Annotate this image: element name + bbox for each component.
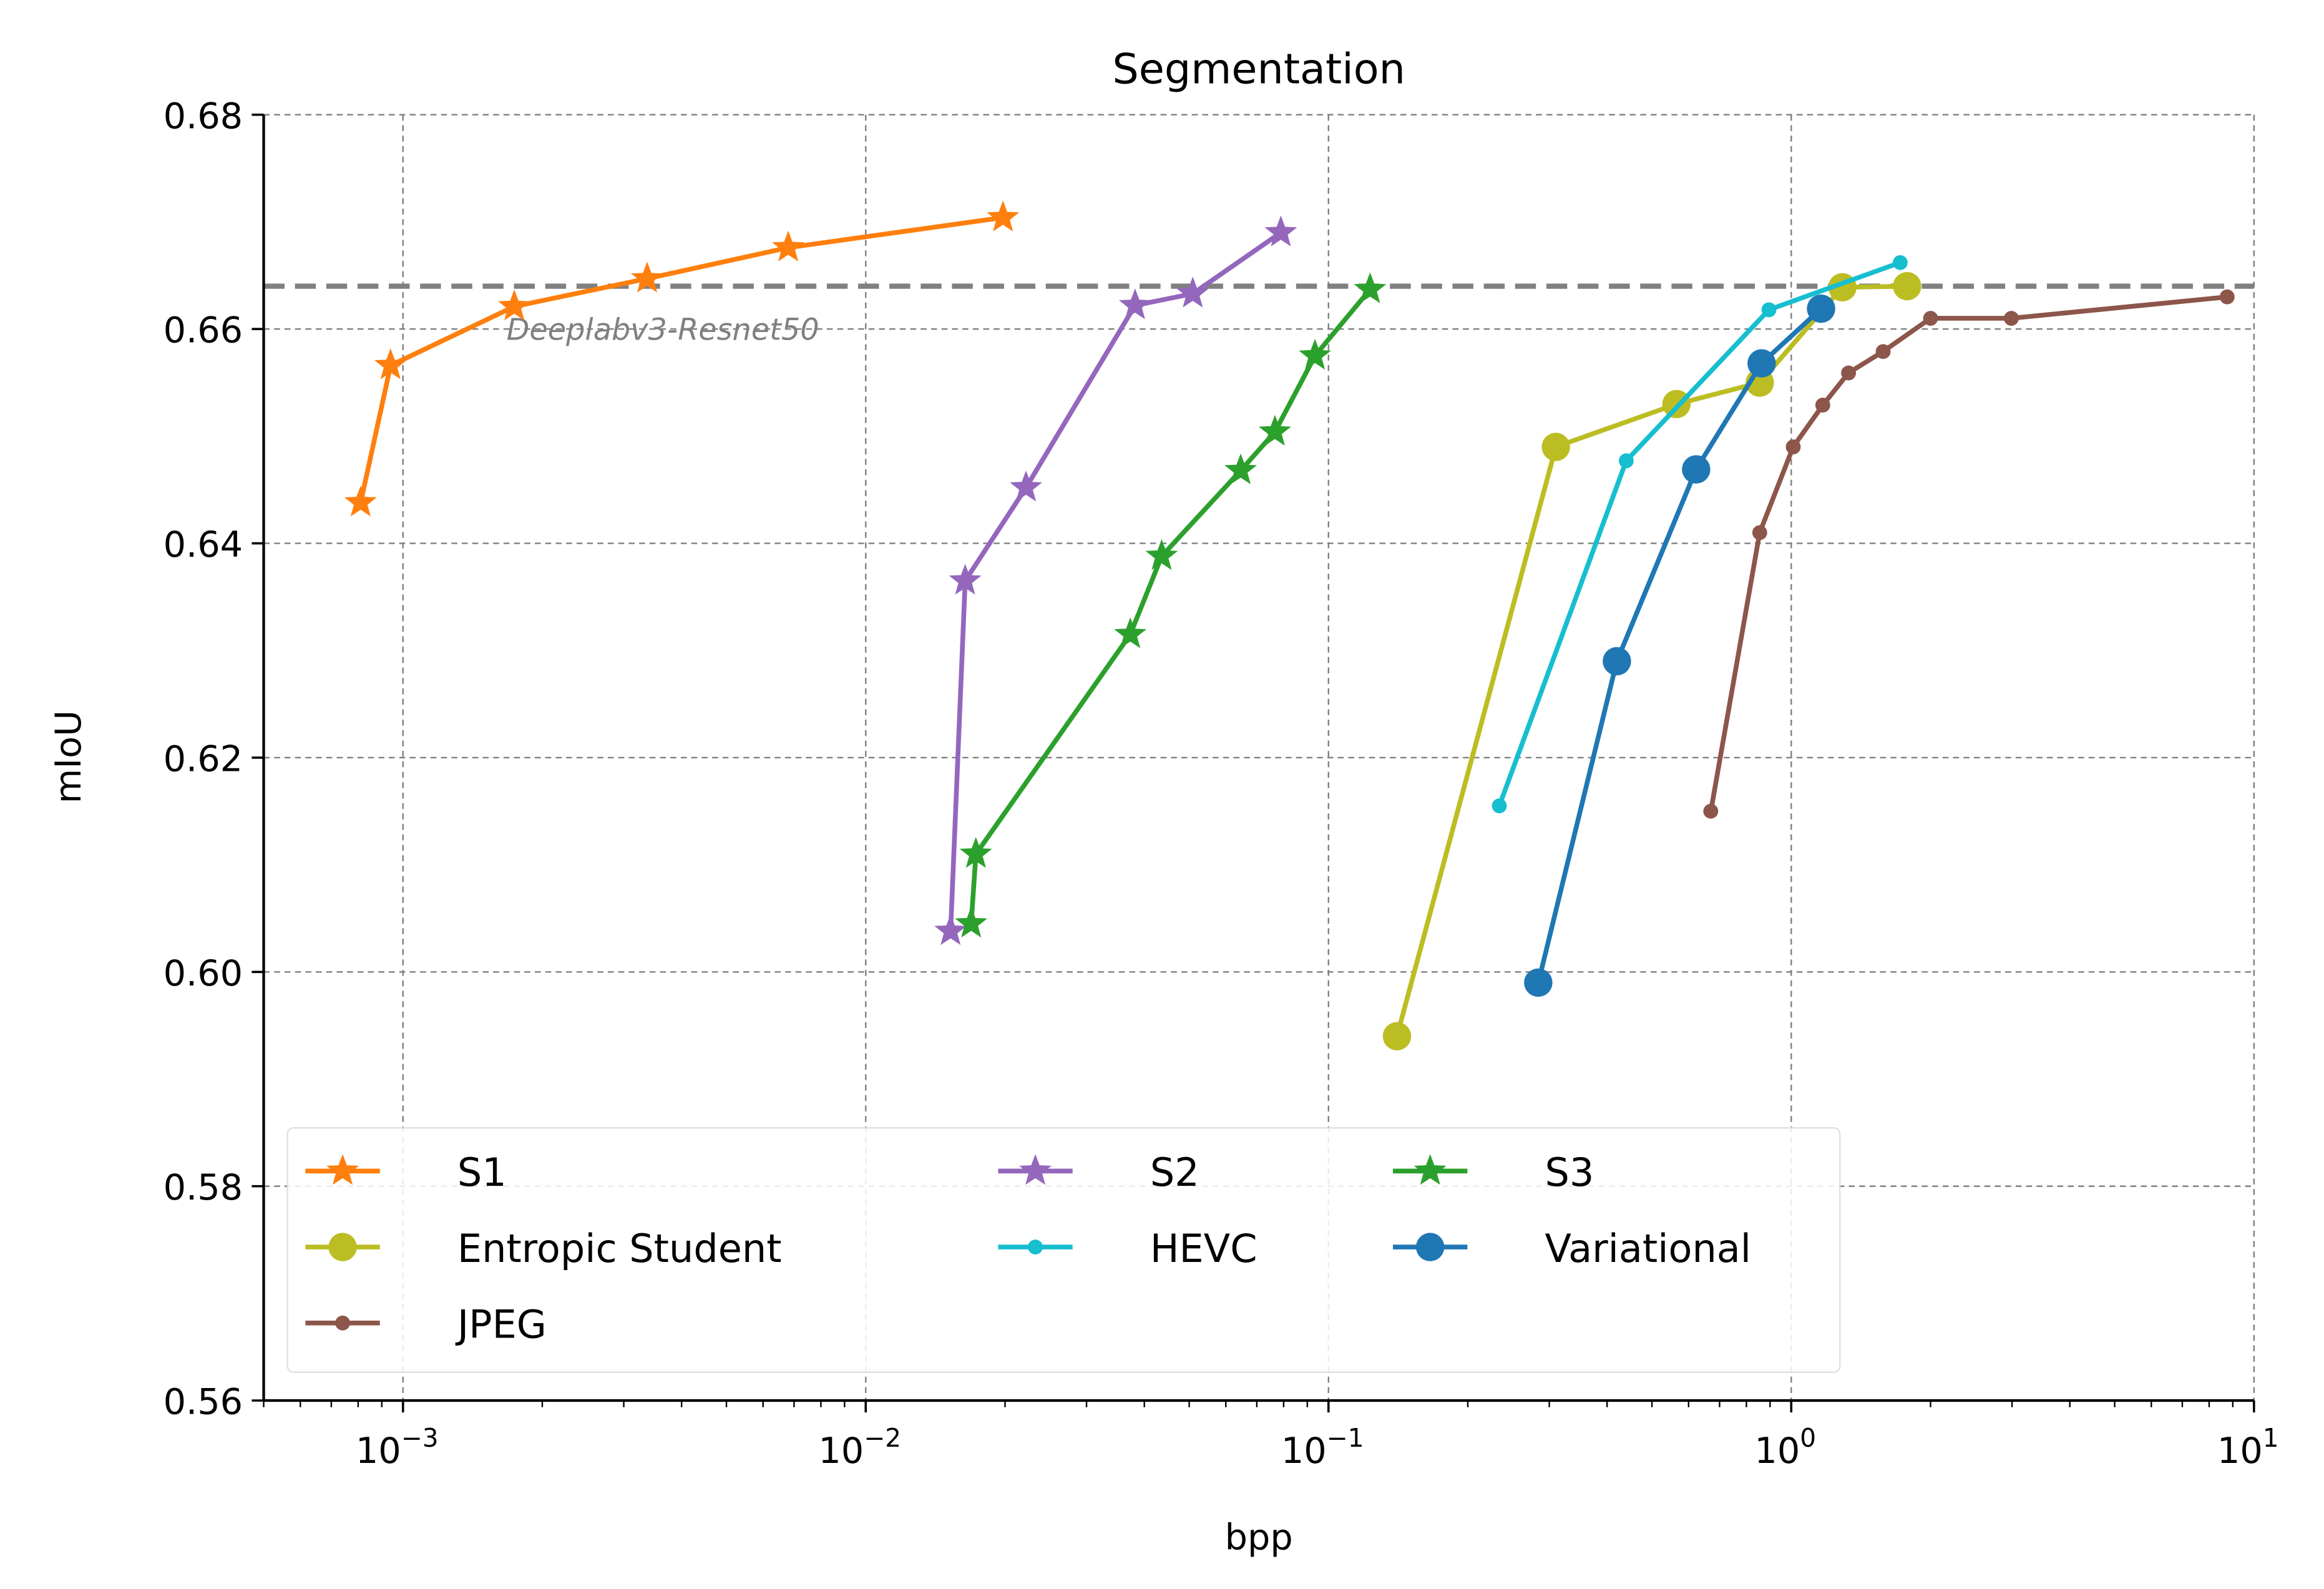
dot-marker [1703,803,1719,819]
star-marker [326,1154,359,1185]
legend-label: S1 [457,1150,507,1195]
dot-marker [1923,311,1938,326]
circle-marker [1747,349,1776,378]
star-marker [1258,414,1291,446]
star-marker [631,262,663,293]
star-marker [987,200,1020,232]
star-marker [1176,276,1209,308]
legend-label: S2 [1150,1150,1199,1195]
series-jpeg [1703,289,2235,819]
dot-marker [1492,798,1507,814]
circle-marker [1382,1022,1412,1050]
legend-entry: JPEG [305,1302,547,1347]
x-tick-label: 10−3 [356,1423,439,1472]
chart-title: Segmentation [1112,45,1405,94]
star-marker [772,230,805,262]
legend: S1 S2 S3 Entropic Student HEVC Variational JPE… [286,1127,1841,1373]
star-marker [344,486,377,517]
series-variational [1524,294,1835,997]
legend-entry: Variational [1393,1226,1751,1271]
series-line [969,288,1372,924]
legend-entry: HEVC [998,1226,1257,1271]
star-marker [498,289,531,321]
star-marker [955,906,988,938]
star-marker [1264,215,1297,247]
x-tick-label: 10−1 [1281,1423,1364,1472]
star-marker [1413,1154,1447,1185]
series-s3 [955,272,1387,938]
dot-marker [335,1315,350,1331]
dot-marker [1785,439,1801,454]
y-tick-label: 0.56 [164,1381,243,1422]
star-marker [1019,1154,1052,1185]
circle-marker [1416,1233,1445,1261]
axes: 10−3 10−2 10−1 100 101 0.56 0.58 0.60 0.62 0.64 0.… [164,95,2279,1472]
dot-marker [1875,344,1891,359]
star-marker [1224,453,1257,484]
y-tick-label: 0.60 [164,952,243,994]
legend-entry: S2 [998,1150,1199,1195]
series-s2 [934,215,1297,946]
series-line [1496,260,1902,807]
legend-label: HEVC [1150,1226,1257,1271]
legend-box [286,1127,1841,1373]
series-s1 [344,200,1020,517]
legend-label: Entropic Student [457,1226,782,1271]
y-tick-label: 0.64 [164,524,243,565]
y-axis-label: mIoU [47,710,89,804]
dot-marker [2004,311,2019,326]
series-hevc [1492,255,1908,814]
dot-marker [1752,525,1767,540]
star-marker [959,837,992,868]
baseline: Deeplabv3-Resnet50 [263,283,2254,347]
y-tick-label: 0.68 [164,95,243,137]
star-marker [949,564,982,595]
circle-marker [1807,294,1835,323]
star-marker [374,348,407,379]
dot-marker [1028,1239,1043,1255]
x-tick-label: 101 [2217,1423,2279,1472]
series-layer [344,200,2235,1050]
x-tick-label: 10−2 [818,1423,901,1472]
dot-marker [1841,365,1857,381]
dot-marker [1761,302,1777,318]
dot-marker [1893,255,1908,270]
y-tick-label: 0.66 [164,310,243,351]
circle-marker [1524,968,1553,997]
y-tick-label: 0.58 [164,1166,243,1208]
dot-marker [2219,289,2235,305]
star-marker [1118,288,1151,320]
x-tick-label: 100 [1754,1423,1816,1472]
legend-label: JPEG [455,1302,547,1347]
legend-label: S3 [1545,1150,1594,1195]
legend-label: Variational [1545,1226,1752,1271]
circle-marker [1603,647,1631,676]
x-axis-label: bpp [1225,1517,1293,1558]
series-line [358,215,1003,504]
circle-marker [1541,433,1570,461]
dot-marker [1815,398,1830,413]
circle-marker [1893,271,1921,301]
star-marker [934,914,967,946]
star-marker [1114,617,1147,648]
series-line [948,230,1282,932]
circle-marker [328,1233,357,1261]
legend-entry: S3 [1393,1150,1594,1195]
star-marker [1354,272,1387,303]
legend-entry: Entropic Student [305,1226,782,1271]
dot-marker [1618,453,1634,469]
star-marker [1145,539,1178,570]
legend-entry: S1 [305,1150,507,1195]
baseline-label: Deeplabv3-Resnet50 [507,313,819,347]
circle-marker [1682,455,1711,484]
y-tick-label: 0.62 [164,738,243,780]
star-marker [1299,338,1332,370]
star-marker [1010,471,1043,502]
